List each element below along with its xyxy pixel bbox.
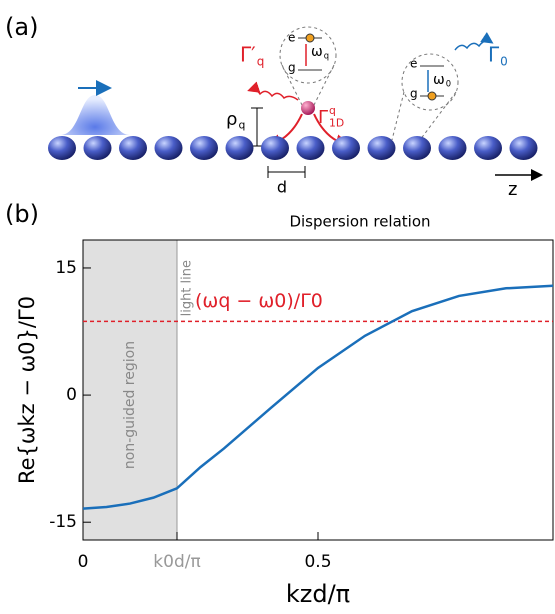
atom (154, 136, 183, 160)
gamma-1d-sup: q (329, 104, 336, 117)
gamma-1d: Γ (318, 107, 328, 128)
x-tick-label: 0.5 (304, 552, 331, 572)
rho-sub: q (238, 118, 245, 131)
d-label: d (277, 178, 287, 197)
level-label: g (410, 87, 418, 101)
guide (419, 91, 457, 141)
guide (313, 64, 335, 106)
y-axis-label: Re{ωkz − ω0}/Γ0 (15, 296, 39, 484)
omega-q: ω (311, 44, 323, 60)
guide (281, 64, 303, 106)
wave-packet (60, 95, 130, 135)
emission (454, 32, 494, 51)
guide (391, 91, 405, 141)
shaded-label: non-guided region (122, 341, 138, 469)
level-label: g (288, 61, 296, 75)
atom (190, 136, 218, 160)
atom (83, 136, 112, 160)
emission (247, 81, 299, 101)
atom (509, 136, 538, 160)
atom (296, 136, 325, 160)
y-tick-label: 0 (66, 385, 77, 405)
atom (225, 136, 254, 160)
level-label: e (288, 31, 295, 45)
atom (438, 136, 467, 160)
atom (474, 136, 502, 160)
atom (332, 136, 360, 160)
gamma0-sub: 0 (500, 55, 508, 69)
light-line-label: light line (180, 260, 195, 316)
atom (367, 136, 396, 160)
rho: ρ (226, 109, 237, 130)
atom (119, 136, 147, 160)
zoom-circle (279, 26, 337, 84)
gamma-prime-sub: q (257, 55, 265, 69)
y-tick-label: -15 (49, 512, 77, 532)
level-label: e (410, 57, 417, 71)
shaded-region (83, 240, 177, 540)
state (427, 91, 437, 101)
x-tick-label: 0 (78, 552, 89, 572)
emitter (301, 101, 315, 115)
panel-label: (a) (5, 13, 38, 41)
omega-0: ω (433, 72, 445, 88)
omega-0-sub: 0 (446, 79, 451, 89)
gamma0: Γ (488, 43, 500, 67)
state (305, 33, 315, 43)
gamma-1d-sub: 1D (329, 116, 344, 129)
x-tick-label: k0d/π (153, 552, 200, 572)
chart-title: Dispersion relation (289, 213, 430, 231)
data-line (82, 284, 554, 510)
gamma-prime: Γ′ (240, 43, 256, 67)
atom (403, 136, 431, 160)
atom (261, 136, 289, 160)
z-label: z (508, 179, 517, 200)
panel-label: (b) (5, 200, 39, 228)
omega-q-sub: q (324, 51, 329, 61)
x-axis-label: kzd/π (286, 580, 350, 608)
reference-label: (ωq − ω0)/Γ0 (195, 290, 323, 312)
schematic (48, 26, 543, 181)
atom (48, 136, 76, 160)
y-tick-label: 15 (55, 258, 77, 278)
